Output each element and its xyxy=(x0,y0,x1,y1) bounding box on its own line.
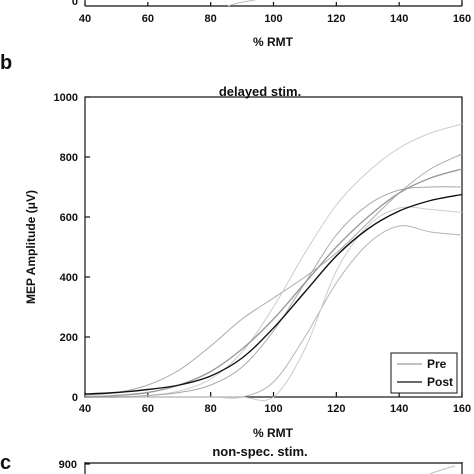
y-tick-label: 1000 xyxy=(54,92,78,104)
top-strip: 0 40 60 80 100 120 140 160 % RMT xyxy=(72,0,471,49)
chart-title: delayed stim. xyxy=(219,84,301,99)
panel-label-c: c xyxy=(0,452,11,474)
background-curve xyxy=(84,186,463,398)
y-tick-label: 600 xyxy=(60,212,78,224)
top-strip-x-tick-label: 60 xyxy=(142,13,154,25)
top-strip-x-axis-label: % RMT xyxy=(253,35,294,49)
x-tick-label: 100 xyxy=(264,403,282,415)
top-strip-x-tick-label: 120 xyxy=(327,13,345,25)
x-axis-label: % RMT xyxy=(253,426,294,440)
legend-label-pre: Pre xyxy=(427,357,447,371)
legend-label-post: Post xyxy=(427,375,453,389)
top-strip-tick-labels: 40 60 80 100 120 140 160 xyxy=(79,2,471,25)
background-curve xyxy=(85,206,463,402)
x-tick-label: 140 xyxy=(390,403,408,415)
series-line-pre xyxy=(84,168,463,398)
top-strip-x-tick-label: 140 xyxy=(390,13,408,25)
y-tick-label: 200 xyxy=(60,332,78,344)
bottom-strip-y-tick: 900 xyxy=(59,459,77,471)
plot-area: 40 60 80 100 120 140 160 0 200 400 600 800 1000 xyxy=(54,92,472,415)
y-tick-label: 400 xyxy=(60,272,78,284)
top-strip-y-tick: 0 xyxy=(72,0,78,8)
x-tick-label: 160 xyxy=(453,403,471,415)
top-strip-x-tick-label: 80 xyxy=(205,13,217,25)
bottom-strip-title: non-spec. stim. xyxy=(212,444,307,459)
legend-box xyxy=(390,352,458,394)
x-tick-label: 40 xyxy=(79,403,91,415)
x-tick-label: 60 xyxy=(142,403,154,415)
x-tick-label: 80 xyxy=(205,403,217,415)
legend: Pre Post xyxy=(390,352,458,394)
top-strip-x-tick-label: 40 xyxy=(79,13,91,25)
y-tick-label: 800 xyxy=(60,152,78,164)
y-axis-label: MEP Amplitude (μV) xyxy=(24,190,38,304)
top-strip-curve-hint xyxy=(227,0,256,7)
plot-frame xyxy=(84,96,463,398)
bottom-strip-curve-hint xyxy=(429,465,456,474)
top-strip-x-tick-label: 160 xyxy=(453,13,471,25)
x-tick-label: 120 xyxy=(327,403,345,415)
y-tick-label: 0 xyxy=(72,392,78,404)
top-strip-x-tick-label: 100 xyxy=(264,13,282,25)
panel-label-b: b xyxy=(0,52,12,74)
series-line-post xyxy=(84,193,463,395)
